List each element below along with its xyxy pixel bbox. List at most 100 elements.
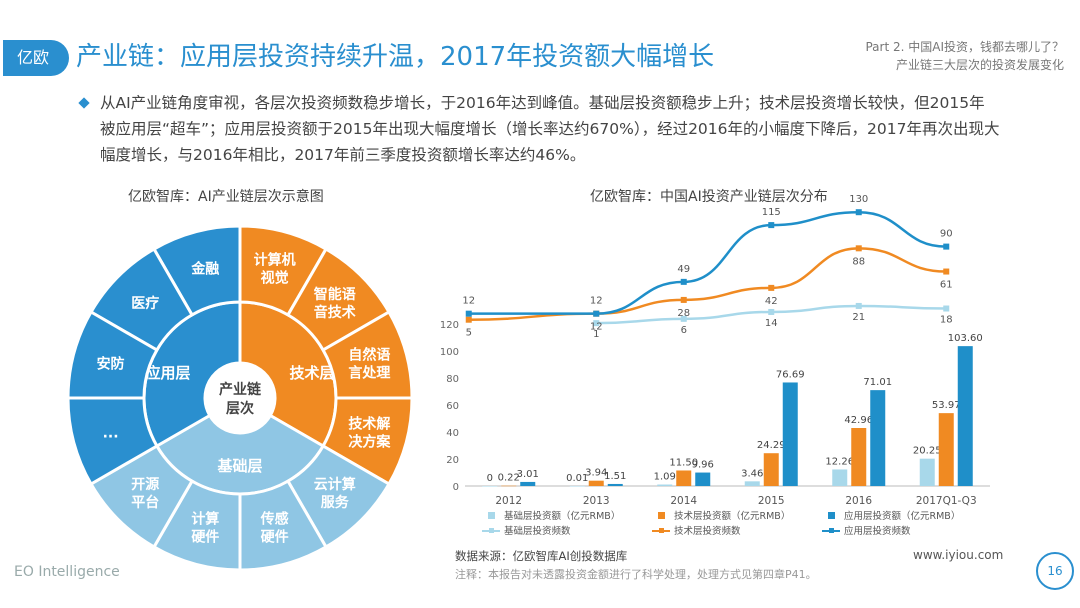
frequency-value-label: 5	[466, 328, 472, 339]
bar-value-label: 103.60	[948, 333, 983, 344]
brand-text: EO Intelligence	[14, 564, 120, 580]
frequency-value-label: 130	[849, 194, 868, 205]
legend-label: 技术层投资额（亿元RMB）	[674, 510, 790, 522]
application-item-segment	[66, 396, 159, 487]
frequency-value-label: 21	[852, 312, 865, 323]
section-label: Part 2. 中国AI投资，钱都去哪儿了？ 产业链三大层次的投资发展变化	[865, 38, 1064, 74]
bar-value-label: 3.94	[585, 468, 607, 479]
y-tick-label: 60	[446, 401, 459, 412]
frequency-value-label: 115	[762, 207, 781, 218]
foundation-item-label: 计算	[191, 510, 219, 527]
bar	[569, 485, 585, 487]
frequency-value-label: 18	[940, 315, 953, 326]
frequency-line	[468, 210, 947, 315]
frequency-value-label: 28	[677, 308, 690, 319]
page-number: 16	[1036, 552, 1074, 590]
frequency-value-label: 49	[677, 264, 690, 275]
footnote: 注释：本报告对未透露投资金额进行了科学处理，处理方式见第四章P41。	[455, 568, 817, 581]
bar	[851, 428, 867, 486]
technology-item-label: 智能语	[313, 286, 356, 303]
bar-value-label: 0.01	[566, 473, 588, 484]
bar	[520, 481, 536, 486]
legend-swatch	[828, 512, 835, 519]
bar-value-label: 11.50	[669, 457, 698, 468]
frequency-point	[855, 245, 862, 252]
center-label: 层次	[226, 400, 254, 417]
technology-layer-label: 技术层	[289, 364, 334, 382]
bar	[695, 472, 711, 486]
summary-text: 从AI产业链角度审视，各层次投资频数稳步增长，于2016年达到峰值。基础层投资额…	[100, 94, 1000, 164]
bar-value-label: 20.25	[913, 446, 942, 457]
bar-value-label: 1.51	[604, 471, 626, 482]
application-layer-label: 应用层	[145, 364, 190, 382]
bar-value-label: 0.22	[498, 473, 520, 484]
application-item-label: ...	[103, 426, 119, 442]
bar-value-label: 24.29	[757, 440, 786, 451]
technology-item-label: 自然语	[348, 346, 390, 363]
y-tick-label: 120	[440, 320, 459, 331]
frequency-value-label: 6	[681, 325, 687, 336]
bar	[938, 413, 954, 486]
frequency-line	[468, 247, 947, 321]
frequency-point	[680, 296, 687, 303]
bar	[657, 484, 673, 486]
frequency-point	[855, 302, 862, 309]
frequency-value-label: 12	[590, 296, 603, 307]
technology-item-label: 言处理	[348, 364, 390, 381]
technology-item-label: 视觉	[261, 270, 289, 287]
frequency-point	[465, 316, 472, 323]
frequency-point	[768, 308, 775, 315]
foundation-item-label: 云计算	[314, 476, 356, 493]
frequency-value-label: 14	[765, 318, 778, 329]
bar	[763, 453, 779, 486]
foundation-item-label: 服务	[321, 494, 350, 511]
page-title: 产业链：应用层投资持续升温，2017年投资额大幅增长	[76, 42, 715, 72]
frequency-point	[768, 284, 775, 291]
frequency-value-label: 1	[593, 329, 599, 340]
y-tick-label: 0	[453, 482, 459, 493]
bar-value-label: 9.96	[692, 460, 714, 471]
bar	[870, 390, 886, 486]
foundation-item-label: 开源	[131, 476, 159, 493]
foundation-item-label: 硬件	[191, 528, 219, 545]
section-line-1: Part 2. 中国AI投资，钱都去哪儿了？	[865, 40, 1064, 54]
technology-item-label: 技术解	[348, 416, 390, 433]
technology-item-label: 决方案	[348, 434, 391, 451]
frequency-point	[855, 209, 862, 216]
legend-swatch	[658, 512, 665, 519]
bar-value-label: 3.46	[741, 468, 763, 479]
bar	[501, 485, 517, 487]
frequency-point	[680, 315, 687, 322]
center-label: 产业链	[219, 381, 262, 398]
legend-label: 应用层投资频数	[844, 525, 911, 537]
frequency-value-label: 90	[940, 229, 953, 240]
legend-label: 应用层投资额（亿元RMB）	[844, 510, 960, 522]
legend-swatch	[489, 528, 494, 533]
right-chart-title: 亿欧智库：中国AI投资产业链层次分布	[590, 189, 828, 205]
bar-value-label: 3.01	[517, 469, 539, 480]
frequency-value-label: 88	[852, 256, 865, 267]
frequency-value-label: 42	[765, 296, 778, 307]
x-tick-label: 2015	[758, 495, 785, 507]
y-tick-label: 20	[446, 455, 459, 466]
x-tick-label: 2012	[495, 495, 522, 507]
foundation-layer-label: 基础层	[216, 457, 262, 475]
frequency-point	[943, 268, 950, 275]
frequency-point	[593, 320, 600, 327]
bar	[676, 470, 692, 486]
legend-swatch	[488, 512, 495, 519]
bar	[588, 480, 604, 486]
frequency-point	[943, 305, 950, 312]
bar-value-label: 12.26	[825, 456, 854, 467]
bar	[832, 469, 848, 486]
foundation-item-label: 传感	[260, 510, 289, 527]
frequency-point	[465, 310, 472, 317]
left-chart-title: 亿欧智库：AI产业链层次示意图	[128, 189, 324, 205]
bar	[957, 346, 973, 486]
section-line-2: 产业链三大层次的投资发展变化	[895, 58, 1064, 72]
application-item-segment	[66, 309, 159, 400]
application-item-label: 安防	[97, 355, 125, 372]
